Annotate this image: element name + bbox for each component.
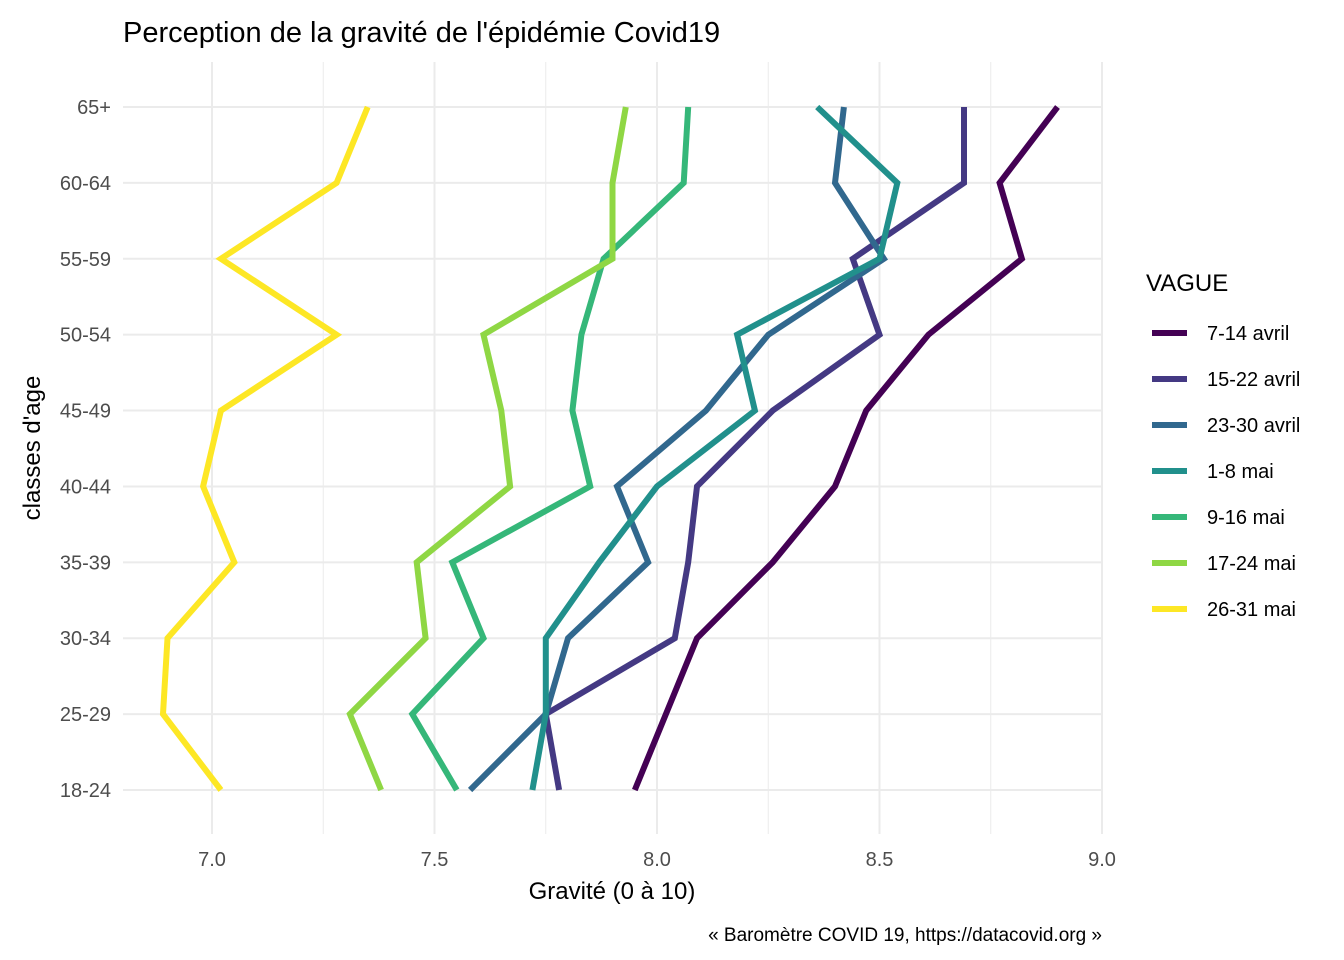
x-tick-label: 8.5	[866, 849, 894, 871]
y-tick-label: 65+	[77, 97, 111, 119]
series-line-4	[529, 104, 901, 791]
x-axis-ticks: 7.0 7.5 8.0 8.5 9.0	[198, 849, 1116, 871]
y-axis-ticks: 18-24 25-29 30-34 35-39 40-44 45-49 50-54 55-59…	[60, 97, 111, 802]
series-line-1	[632, 105, 1060, 792]
legend-label: 23-30 avril	[1207, 415, 1300, 437]
chart-title: Perception de la gravité de l'épidémie C…	[123, 17, 720, 49]
legend-label: 7-14 avril	[1207, 323, 1289, 345]
x-tick-label: 7.0	[198, 849, 226, 871]
y-tick-label: 40-44	[60, 476, 111, 498]
x-tick-label: 8.0	[643, 849, 671, 871]
y-tick-label: 50-54	[60, 325, 111, 347]
y-tick-label: 45-49	[60, 401, 111, 423]
y-axis-title: classes d'age	[19, 376, 46, 521]
y-tick-label: 30-34	[60, 628, 111, 650]
x-tick-label: 7.5	[421, 849, 449, 871]
y-tick-label: 60-64	[60, 173, 111, 195]
series-line-2	[542, 107, 967, 791]
y-tick-label: 35-39	[60, 552, 111, 574]
y-tick-label: 18-24	[60, 780, 111, 802]
series-line-7	[159, 105, 371, 792]
series-lines	[159, 104, 1060, 793]
legend-title: VAGUE	[1146, 270, 1228, 297]
legend-label: 17-24 mai	[1207, 553, 1296, 575]
x-tick-label: 9.0	[1088, 849, 1116, 871]
legend: VAGUE 7-14 avril 15-22 avril 23-30 avril 1-…	[1146, 270, 1300, 621]
legend-label: 1-8 mai	[1207, 461, 1274, 483]
legend-label: 9-16 mai	[1207, 507, 1285, 529]
series-line-6	[346, 106, 629, 792]
y-tick-label: 55-59	[60, 249, 111, 271]
series-line-5	[408, 106, 692, 792]
legend-label: 15-22 avril	[1207, 369, 1300, 391]
caption: « Baromètre COVID 19, https://datacovid.…	[708, 925, 1102, 946]
x-axis-title: Gravité (0 à 10)	[529, 878, 696, 905]
legend-label: 26-31 mai	[1207, 599, 1296, 621]
y-tick-label: 25-29	[60, 704, 111, 726]
series-line-3	[467, 106, 889, 793]
